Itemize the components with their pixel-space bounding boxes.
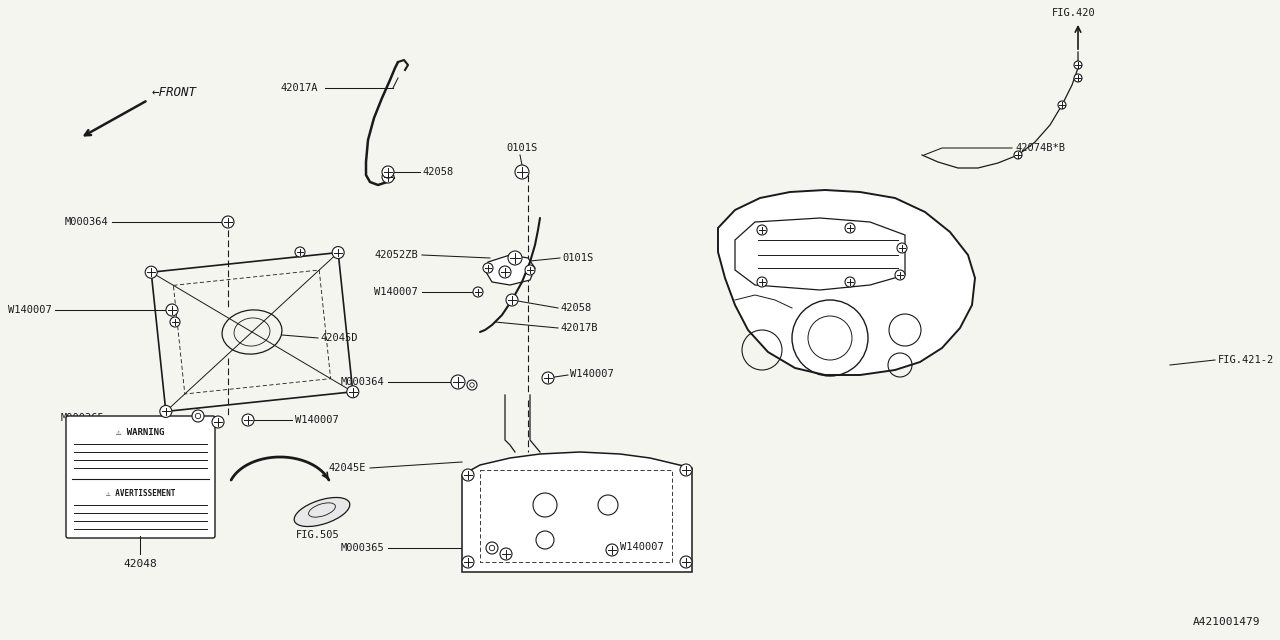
Circle shape: [897, 243, 908, 253]
Circle shape: [294, 247, 305, 257]
FancyBboxPatch shape: [67, 416, 215, 538]
Text: W140007: W140007: [620, 542, 664, 552]
Circle shape: [486, 542, 498, 554]
Circle shape: [605, 544, 618, 556]
Circle shape: [333, 246, 344, 259]
Circle shape: [474, 287, 483, 297]
Text: 42058: 42058: [422, 167, 453, 177]
Circle shape: [756, 277, 767, 287]
Circle shape: [756, 225, 767, 235]
Circle shape: [515, 165, 529, 179]
Circle shape: [508, 251, 522, 265]
Text: ⚠ AVERTISSEMENT: ⚠ AVERTISSEMENT: [106, 488, 175, 497]
Text: W140007: W140007: [570, 369, 613, 379]
Text: ⚠ WARNING: ⚠ WARNING: [116, 428, 165, 436]
Text: 0101S: 0101S: [507, 143, 538, 153]
Circle shape: [845, 223, 855, 233]
Circle shape: [1014, 151, 1021, 159]
Text: 0101S: 0101S: [562, 253, 593, 263]
Polygon shape: [486, 255, 535, 285]
Circle shape: [680, 556, 692, 568]
Text: FIG.421-2: FIG.421-2: [1219, 355, 1275, 365]
Circle shape: [541, 372, 554, 384]
Circle shape: [451, 375, 465, 389]
Circle shape: [525, 265, 535, 275]
Circle shape: [192, 410, 204, 422]
Text: FIG.505: FIG.505: [296, 530, 340, 540]
Text: 42045D: 42045D: [320, 333, 357, 343]
Circle shape: [242, 414, 253, 426]
Circle shape: [462, 469, 474, 481]
Ellipse shape: [294, 497, 349, 527]
Text: W140007: W140007: [294, 415, 339, 425]
Circle shape: [467, 380, 477, 390]
Circle shape: [483, 263, 493, 273]
Circle shape: [845, 277, 855, 287]
Polygon shape: [718, 190, 975, 375]
Circle shape: [895, 270, 905, 280]
Circle shape: [680, 464, 692, 476]
Text: 42074B*B: 42074B*B: [1015, 143, 1065, 153]
Circle shape: [166, 304, 178, 316]
Circle shape: [462, 556, 474, 568]
Polygon shape: [462, 452, 692, 572]
Text: 42045E: 42045E: [329, 463, 366, 473]
Text: W140007: W140007: [8, 305, 52, 315]
Text: 42017A: 42017A: [280, 83, 317, 93]
Text: M000365: M000365: [60, 413, 104, 423]
Polygon shape: [735, 218, 905, 290]
Circle shape: [160, 406, 172, 417]
Circle shape: [499, 266, 511, 278]
Text: 42048: 42048: [123, 559, 157, 569]
Text: M000364: M000364: [340, 377, 384, 387]
Text: W140007: W140007: [374, 287, 419, 297]
Circle shape: [145, 266, 157, 278]
Circle shape: [506, 294, 518, 306]
Circle shape: [1059, 101, 1066, 109]
Circle shape: [1074, 61, 1082, 69]
Text: ←FRONT: ←FRONT: [152, 86, 197, 99]
Text: FIG.420: FIG.420: [1052, 8, 1096, 18]
Text: A421001479: A421001479: [1193, 617, 1260, 627]
Text: M000365: M000365: [340, 543, 384, 553]
Text: 42017B: 42017B: [561, 323, 598, 333]
Circle shape: [221, 216, 234, 228]
Circle shape: [212, 416, 224, 428]
Text: 42052ZB: 42052ZB: [374, 250, 419, 260]
Circle shape: [1074, 74, 1082, 82]
Circle shape: [347, 386, 358, 398]
Circle shape: [170, 317, 180, 327]
Text: 42058: 42058: [561, 303, 591, 313]
Circle shape: [381, 166, 394, 178]
Text: M000364: M000364: [64, 217, 108, 227]
Circle shape: [500, 548, 512, 560]
Circle shape: [381, 171, 394, 183]
